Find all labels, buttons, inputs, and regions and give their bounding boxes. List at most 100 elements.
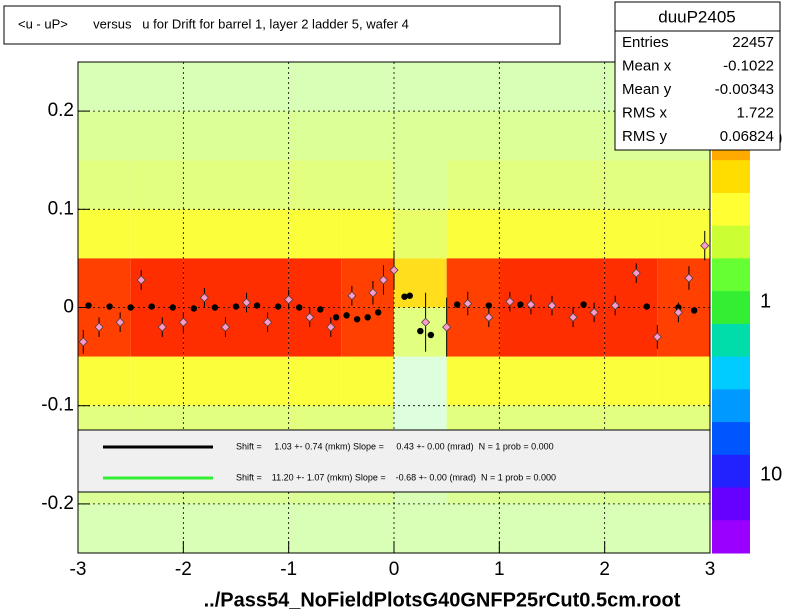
heat-cell	[657, 356, 710, 406]
y-tick-label: 0.2	[48, 100, 74, 121]
point	[684, 273, 694, 283]
stats-value: 0.06824	[720, 128, 774, 145]
z-tick-label: 1	[760, 290, 771, 312]
heat-cell	[341, 356, 394, 406]
point	[343, 312, 350, 319]
heat-cell	[394, 356, 447, 406]
stats-value: 1.722	[736, 104, 774, 121]
point	[178, 317, 188, 327]
point	[568, 312, 578, 322]
point	[157, 322, 167, 332]
heat-cell	[604, 160, 658, 210]
point	[700, 241, 710, 251]
color-bar-step	[712, 225, 750, 259]
y-tick-label: 0	[63, 297, 74, 318]
heat-cell	[183, 503, 236, 553]
point	[589, 307, 599, 317]
point	[631, 268, 641, 278]
point	[463, 299, 473, 309]
heat-cell	[288, 62, 342, 112]
heat-cell	[78, 62, 131, 112]
x-tick-label: 3	[705, 559, 716, 580]
heat-cell	[183, 111, 236, 161]
heat-cell	[288, 307, 342, 357]
point	[580, 301, 587, 308]
point	[241, 298, 252, 308]
color-bar-step	[712, 356, 750, 390]
point	[136, 275, 146, 285]
heat-cell	[499, 503, 552, 553]
heat-cell	[288, 111, 342, 161]
point	[505, 297, 515, 307]
point	[284, 295, 294, 305]
point	[517, 301, 524, 308]
point	[127, 304, 134, 311]
heat-cell	[499, 160, 552, 210]
heat-cell	[183, 356, 236, 406]
heat-cell	[78, 160, 131, 210]
heat-cell	[130, 503, 184, 553]
color-bar-step	[712, 487, 750, 521]
point	[389, 265, 399, 275]
point	[427, 331, 435, 339]
heat-cell	[288, 258, 342, 308]
heat-cell	[341, 160, 394, 210]
heat-cell	[130, 209, 184, 259]
heat-cell	[183, 209, 236, 259]
heat-cell	[130, 111, 184, 161]
point	[169, 304, 176, 311]
point	[317, 306, 324, 313]
heat-cell	[288, 160, 342, 210]
point	[199, 293, 209, 303]
heat-cell	[394, 160, 447, 210]
heat-cell	[341, 62, 394, 112]
point	[401, 293, 408, 300]
z-tick-label: 10	[760, 463, 782, 485]
color-bar-step	[712, 258, 750, 292]
heat-cell	[130, 258, 184, 308]
heat-cell	[657, 503, 710, 553]
heat-cell	[130, 307, 184, 357]
x-tick-label: -1	[280, 559, 297, 580]
point	[421, 317, 431, 327]
legend-box	[77, 429, 711, 493]
heat-cell	[604, 307, 658, 357]
point	[610, 300, 620, 311]
legend-label: Shift = 1.03 +- 0.74 (mkm) Slope = 0.43 …	[236, 441, 554, 451]
point	[190, 305, 198, 312]
y-tick-label: -0.1	[41, 395, 74, 416]
stats-value: -0.00343	[715, 81, 774, 98]
footer: ../Pass54_NoFieldPlotsG40GNFP25rCut0.5cm…	[204, 589, 681, 611]
heat-cell	[78, 111, 131, 161]
heat-cell	[236, 503, 289, 553]
color-bar-step	[712, 454, 750, 489]
x-tick-label: 2	[599, 559, 610, 580]
heat-cell	[604, 503, 658, 553]
point	[232, 303, 240, 310]
heat-cell	[552, 503, 605, 553]
point	[406, 292, 413, 299]
heat-cell	[341, 503, 394, 553]
color-bar-step	[712, 291, 750, 325]
point	[484, 312, 494, 322]
color-bar-step	[712, 389, 750, 423]
heat-cell	[236, 62, 289, 112]
point	[547, 300, 557, 311]
point	[378, 275, 389, 285]
heat-cell	[288, 503, 342, 553]
heat-cell	[446, 503, 500, 553]
point	[673, 307, 683, 317]
point	[148, 303, 155, 310]
stats-value: 22457	[732, 34, 774, 51]
y-tick-label: 0.1	[48, 198, 74, 219]
point	[211, 304, 219, 311]
color-bar-step	[712, 160, 750, 194]
heat-cell	[288, 356, 342, 406]
point	[353, 316, 361, 323]
heat-cell	[236, 111, 289, 161]
point	[652, 332, 662, 342]
stats-box: duuP2405 Entries 22457 Mean x -0.1022 Mean y -…	[614, 1, 781, 151]
heat-cell	[394, 111, 447, 161]
point	[326, 322, 336, 332]
